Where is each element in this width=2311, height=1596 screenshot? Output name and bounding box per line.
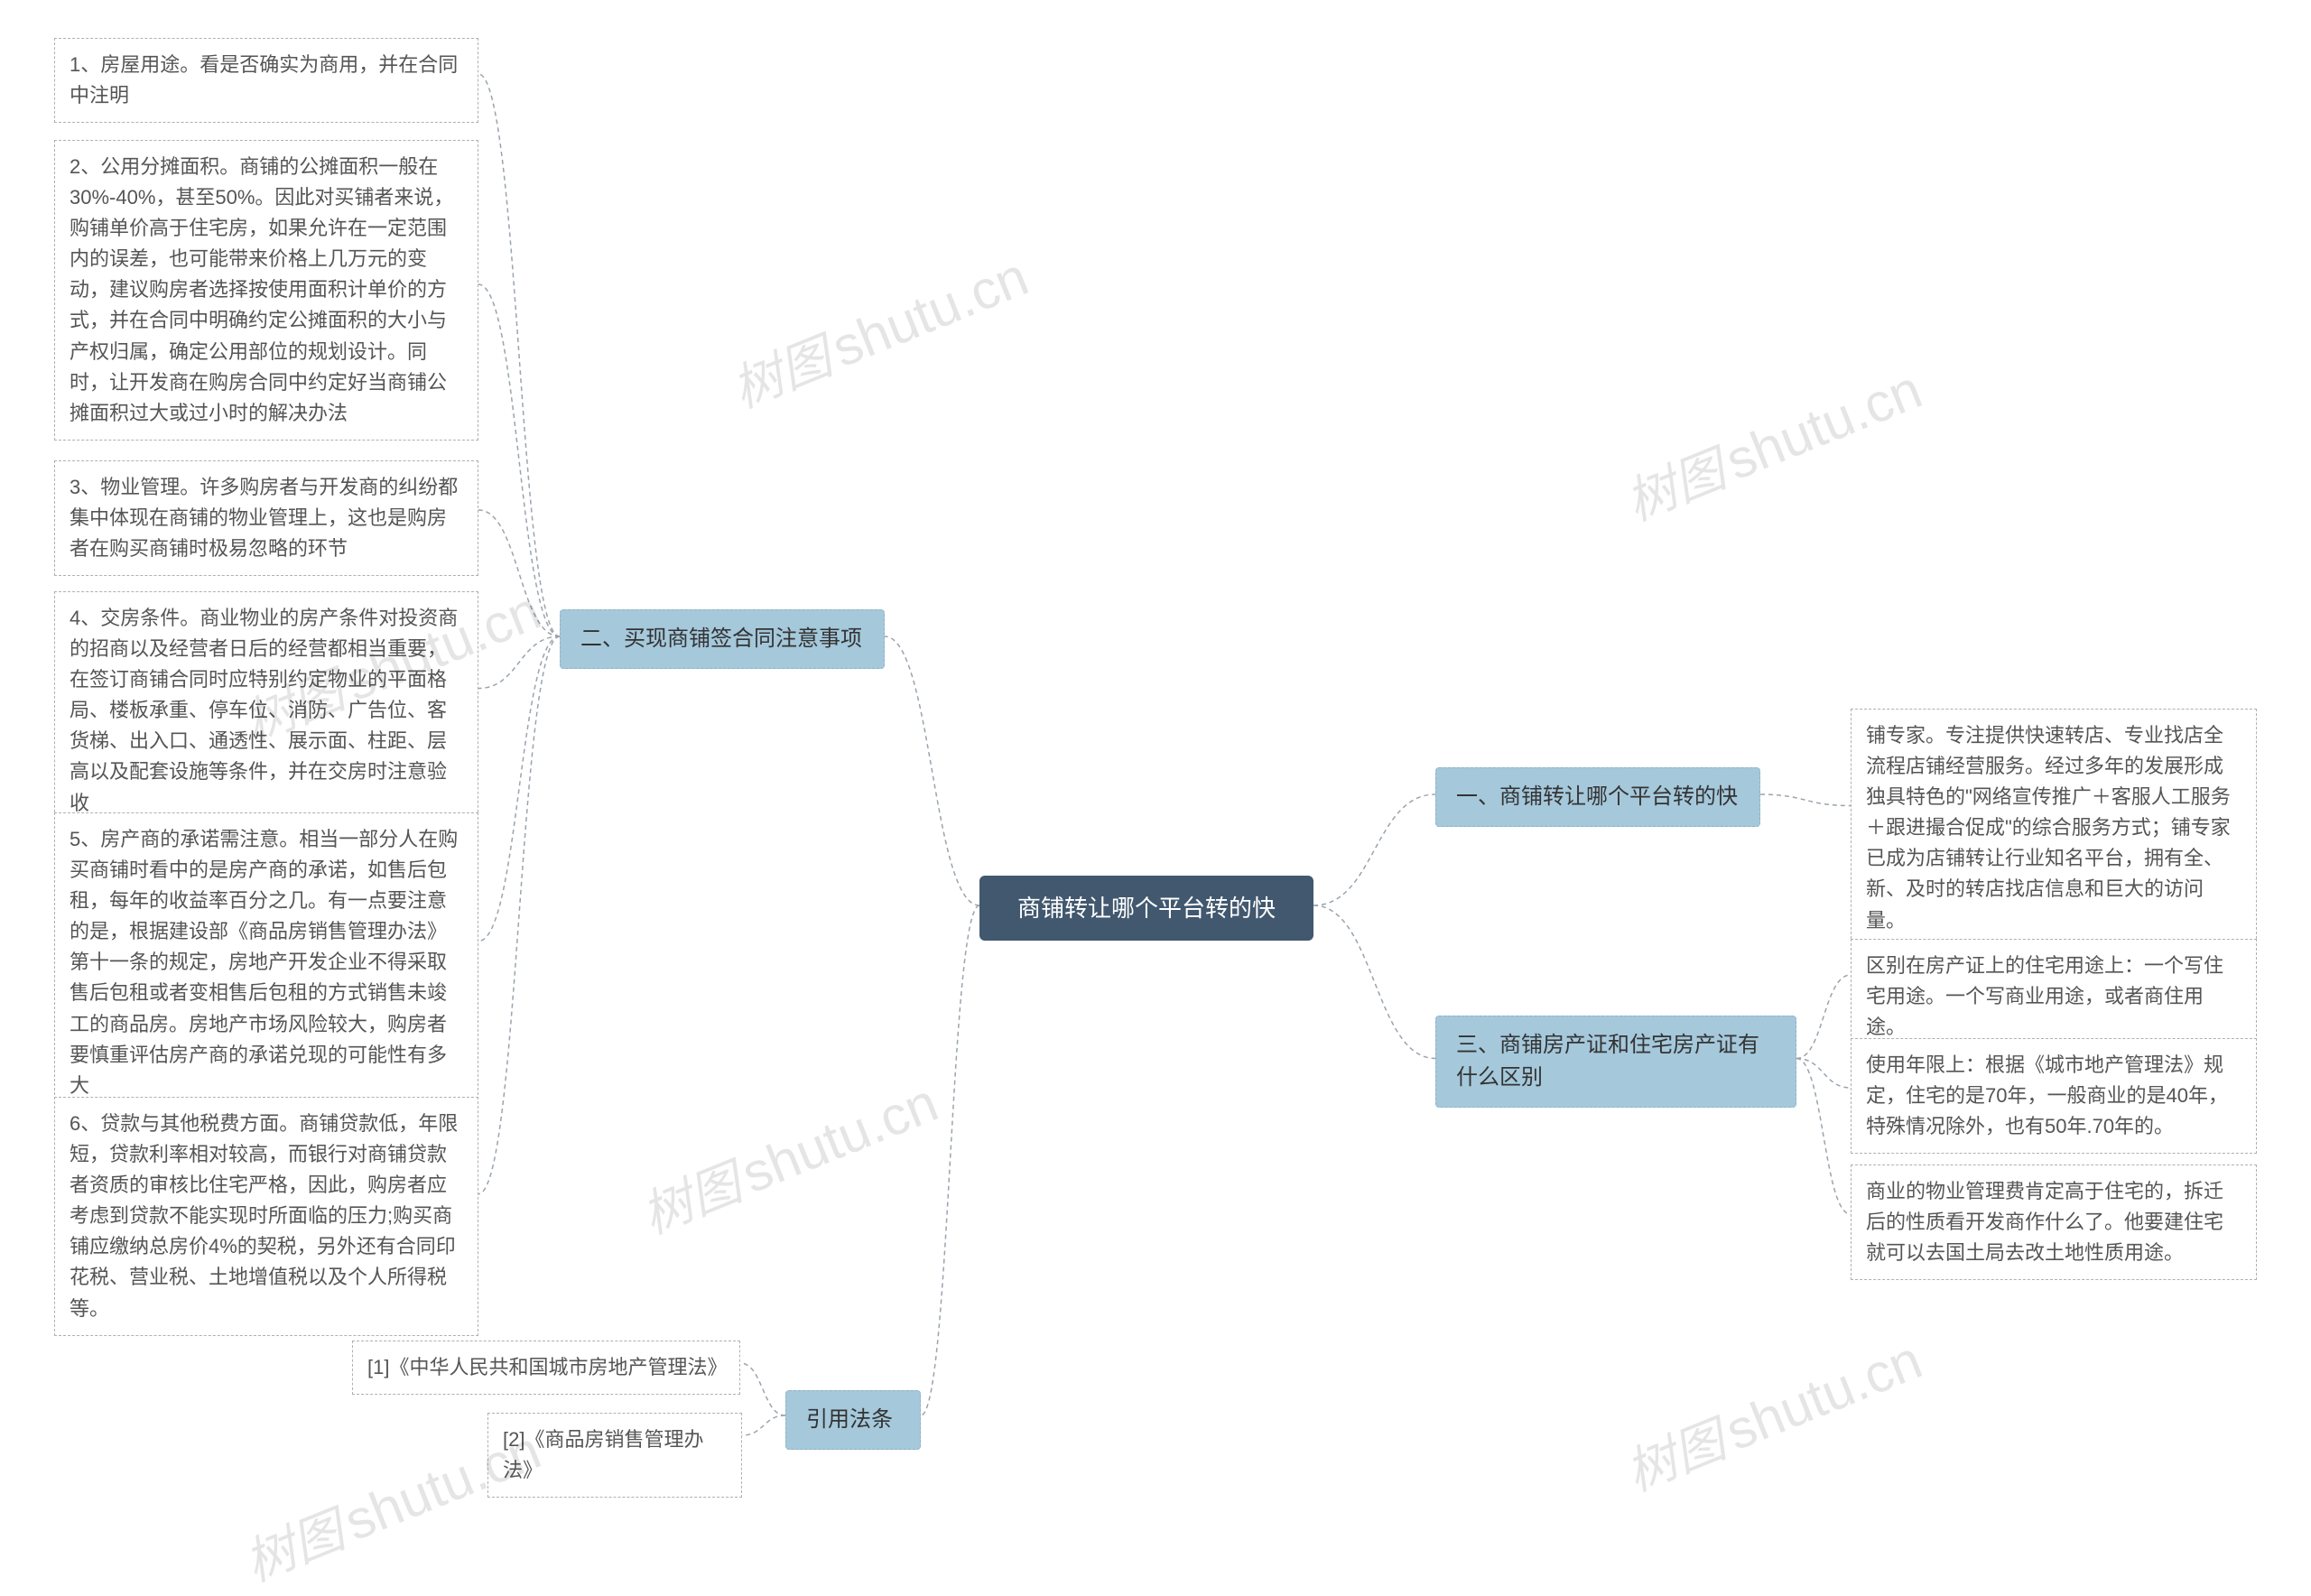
leaf-text: 1、房屋用途。看是否确实为商用，并在合同中注明 [70,53,458,107]
leaf-node[interactable]: [2]《商品房销售管理办法》 [487,1413,742,1498]
watermark-en: shutu.cn [1717,358,1929,491]
watermark-en: shutu.cn [1717,1329,1929,1461]
watermark: 树图shutu.cn [1613,350,1931,535]
leaf-text: 使用年限上：根据《城市地产管理法》规定，住宅的是70年，一般商业的是40年，特殊… [1866,1053,2228,1137]
branch-node[interactable]: 二、买现商铺签合同注意事项 [560,609,885,669]
root-node[interactable]: 商铺转让哪个平台转的快 [979,876,1313,941]
leaf-text: 6、贷款与其他税费方面。商铺贷款低，年限短，贷款利率相对较高，而银行对商铺贷款者… [70,1112,458,1320]
leaf-node[interactable]: 使用年限上：根据《城市地产管理法》规定，住宅的是70年，一般商业的是40年，特殊… [1851,1038,2257,1154]
branch-node[interactable]: 三、商铺房产证和住宅房产证有什么区别 [1435,1016,1796,1108]
leaf-text: 2、公用分摊面积。商铺的公摊面积一般在30%-40%，甚至50%。因此对买铺者来… [70,155,453,424]
leaf-text: [1]《中华人民共和国城市房地产管理法》 [367,1356,727,1378]
leaf-text: [2]《商品房销售管理办法》 [503,1428,703,1481]
branch-node[interactable]: 引用法条 [785,1390,921,1450]
watermark-cn: 树图 [634,1154,748,1244]
leaf-node[interactable]: 4、交房条件。商业物业的房产条件对投资商的招商以及经营者日后的经营都相当重要，在… [54,591,478,830]
leaf-node[interactable]: [1]《中华人民共和国城市房地产管理法》 [352,1341,740,1395]
watermark-cn: 树图 [724,328,839,418]
watermark-en: shutu.cn [823,246,1035,378]
watermark-cn: 树图 [237,1501,351,1591]
leaf-node[interactable]: 1、房屋用途。看是否确实为商用，并在合同中注明 [54,38,478,123]
root-label: 商铺转让哪个平台转的快 [1017,895,1276,922]
leaf-node[interactable]: 2、公用分摊面积。商铺的公摊面积一般在30%-40%，甚至50%。因此对买铺者来… [54,140,478,441]
leaf-text: 5、房产商的承诺需注意。相当一部分人在购买商铺时看中的是房产商的承诺，如售后包租… [70,828,458,1097]
leaf-node[interactable]: 6、贷款与其他税费方面。商铺贷款低，年限短，贷款利率相对较高，而银行对商铺贷款者… [54,1097,478,1336]
leaf-node[interactable]: 3、物业管理。许多购房者与开发商的纠纷都集中体现在商铺的物业管理上，这也是购房者… [54,460,478,576]
branch-node[interactable]: 一、商铺转让哪个平台转的快 [1435,767,1760,827]
leaf-text: 3、物业管理。许多购房者与开发商的纠纷都集中体现在商铺的物业管理上，这也是购房者… [70,476,458,560]
watermark: 树图shutu.cn [1613,1321,1931,1506]
leaf-text: 区别在房产证上的住宅用途上：一个写住宅用途。一个写商业用途，或者商住用途。 [1866,954,2223,1038]
watermark: 树图shutu.cn [629,1063,947,1248]
leaf-text: 4、交房条件。商业物业的房产条件对投资商的招商以及经营者日后的经营都相当重要，在… [70,607,458,814]
watermark: 树图shutu.cn [719,237,1037,422]
leaf-text: 商业的物业管理费肯定高于住宅的，拆迁后的性质看开发商作什么了。他要建住宅就可以去… [1866,1180,2223,1264]
watermark-cn: 树图 [1618,441,1732,531]
branch-label: 三、商铺房产证和住宅房产证有什么区别 [1456,1033,1759,1090]
leaf-node[interactable]: 商业的物业管理费肯定高于住宅的，拆迁后的性质看开发商作什么了。他要建住宅就可以去… [1851,1165,2257,1280]
leaf-text: 铺专家。专注提供快速转店、专业找店全流程店铺经营服务。经过多年的发展形成独具特色… [1866,724,2231,932]
leaf-node[interactable]: 铺专家。专注提供快速转店、专业找店全流程店铺经营服务。经过多年的发展形成独具特色… [1851,709,2257,948]
watermark-cn: 树图 [1618,1411,1732,1501]
branch-label: 二、买现商铺签合同注意事项 [580,626,862,651]
leaf-node[interactable]: 5、房产商的承诺需注意。相当一部分人在购买商铺时看中的是房产商的承诺，如售后包租… [54,812,478,1113]
watermark-en: shutu.cn [733,1072,945,1204]
branch-label: 一、商铺转让哪个平台转的快 [1456,784,1738,809]
branch-label: 引用法条 [806,1407,893,1432]
mindmap-canvas: 商铺转让哪个平台转的快 一、商铺转让哪个平台转的快 铺专家。专注提供快速转店、专业找… [0,0,2311,1526]
